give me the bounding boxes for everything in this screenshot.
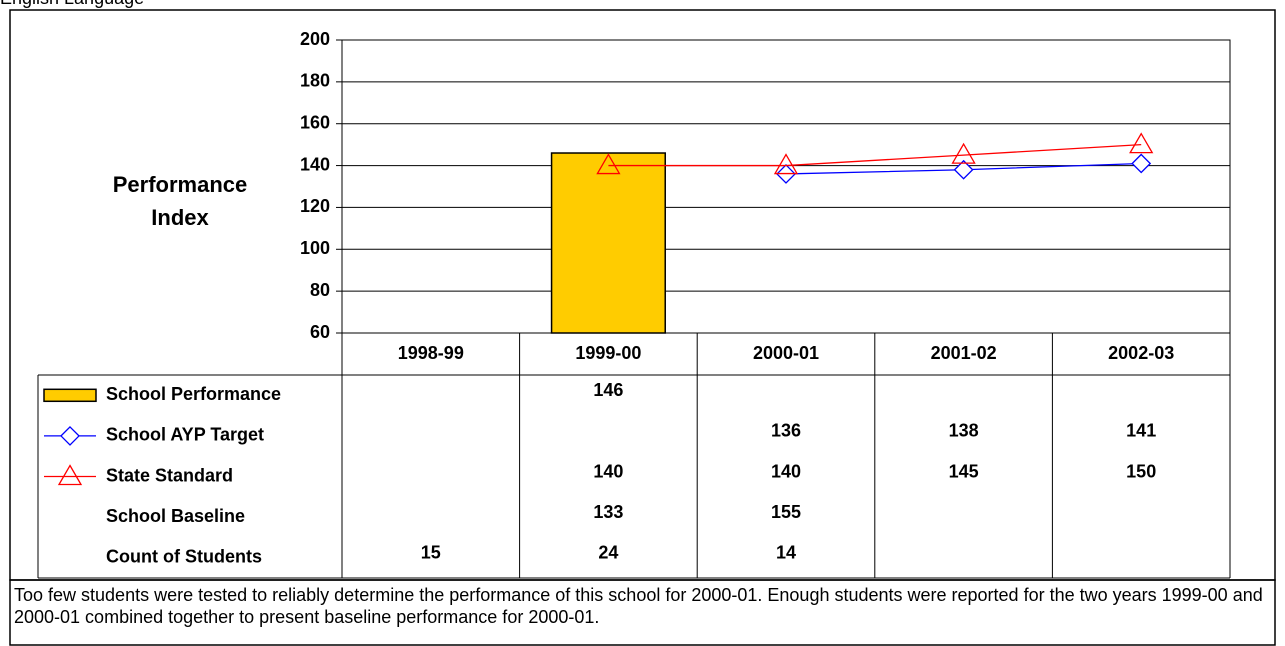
y-tick-label: 140 — [300, 154, 330, 174]
point — [596, 153, 621, 175]
table-cell: 155 — [771, 502, 801, 522]
legend-label: State Standard — [106, 465, 233, 485]
table-cell: 133 — [593, 502, 623, 522]
point — [1131, 153, 1152, 174]
table-cell: 141 — [1126, 421, 1156, 441]
table-cell: 136 — [771, 421, 801, 441]
point — [773, 153, 799, 175]
point — [1129, 132, 1154, 154]
y-tick-label: 100 — [300, 238, 330, 258]
table-cell: 24 — [598, 542, 618, 562]
y-tick-label: 180 — [300, 71, 330, 91]
legend-label: School Performance — [106, 384, 281, 404]
legend-swatch — [43, 388, 97, 403]
bar — [550, 152, 666, 334]
legend-label: Count of Students — [106, 546, 262, 566]
x-tick-label: 1999-00 — [575, 343, 641, 363]
table-cell: 145 — [949, 461, 979, 481]
title: English Language — [0, 0, 144, 9]
y-tick-label: 60 — [310, 322, 330, 342]
table-cell: 14 — [776, 542, 796, 562]
table-cell: 138 — [949, 421, 979, 441]
plot-area — [341, 39, 1231, 334]
y-tick-label: 160 — [300, 112, 330, 132]
y-tick-label: 80 — [310, 280, 330, 300]
x-tick-label: 2001-02 — [931, 343, 997, 363]
legend-marker — [60, 425, 80, 446]
y-tick-label: 200 — [300, 29, 330, 49]
y-tick-label: 120 — [300, 196, 330, 216]
point — [953, 159, 974, 180]
table-cell: 146 — [593, 380, 623, 400]
note-frame — [9, 579, 1276, 646]
x-tick-label: 2000-01 — [753, 343, 819, 363]
legend-label: School AYP Target — [106, 425, 264, 445]
note: Too few students were tested to reliably… — [14, 585, 1263, 627]
table-cell: 15 — [421, 542, 441, 562]
table-cell: 140 — [771, 461, 801, 481]
table-cell: 140 — [593, 461, 623, 481]
y-axis-label: Performance Index — [112, 172, 248, 230]
legend-label: School Baseline — [106, 506, 245, 526]
point — [951, 142, 976, 164]
legend-marker — [57, 464, 83, 486]
series-line — [608, 143, 1142, 167]
x-tick-label: 1998-99 — [398, 343, 464, 363]
x-tick-label: 2002-03 — [1108, 343, 1174, 363]
table-cell: 150 — [1126, 461, 1156, 481]
